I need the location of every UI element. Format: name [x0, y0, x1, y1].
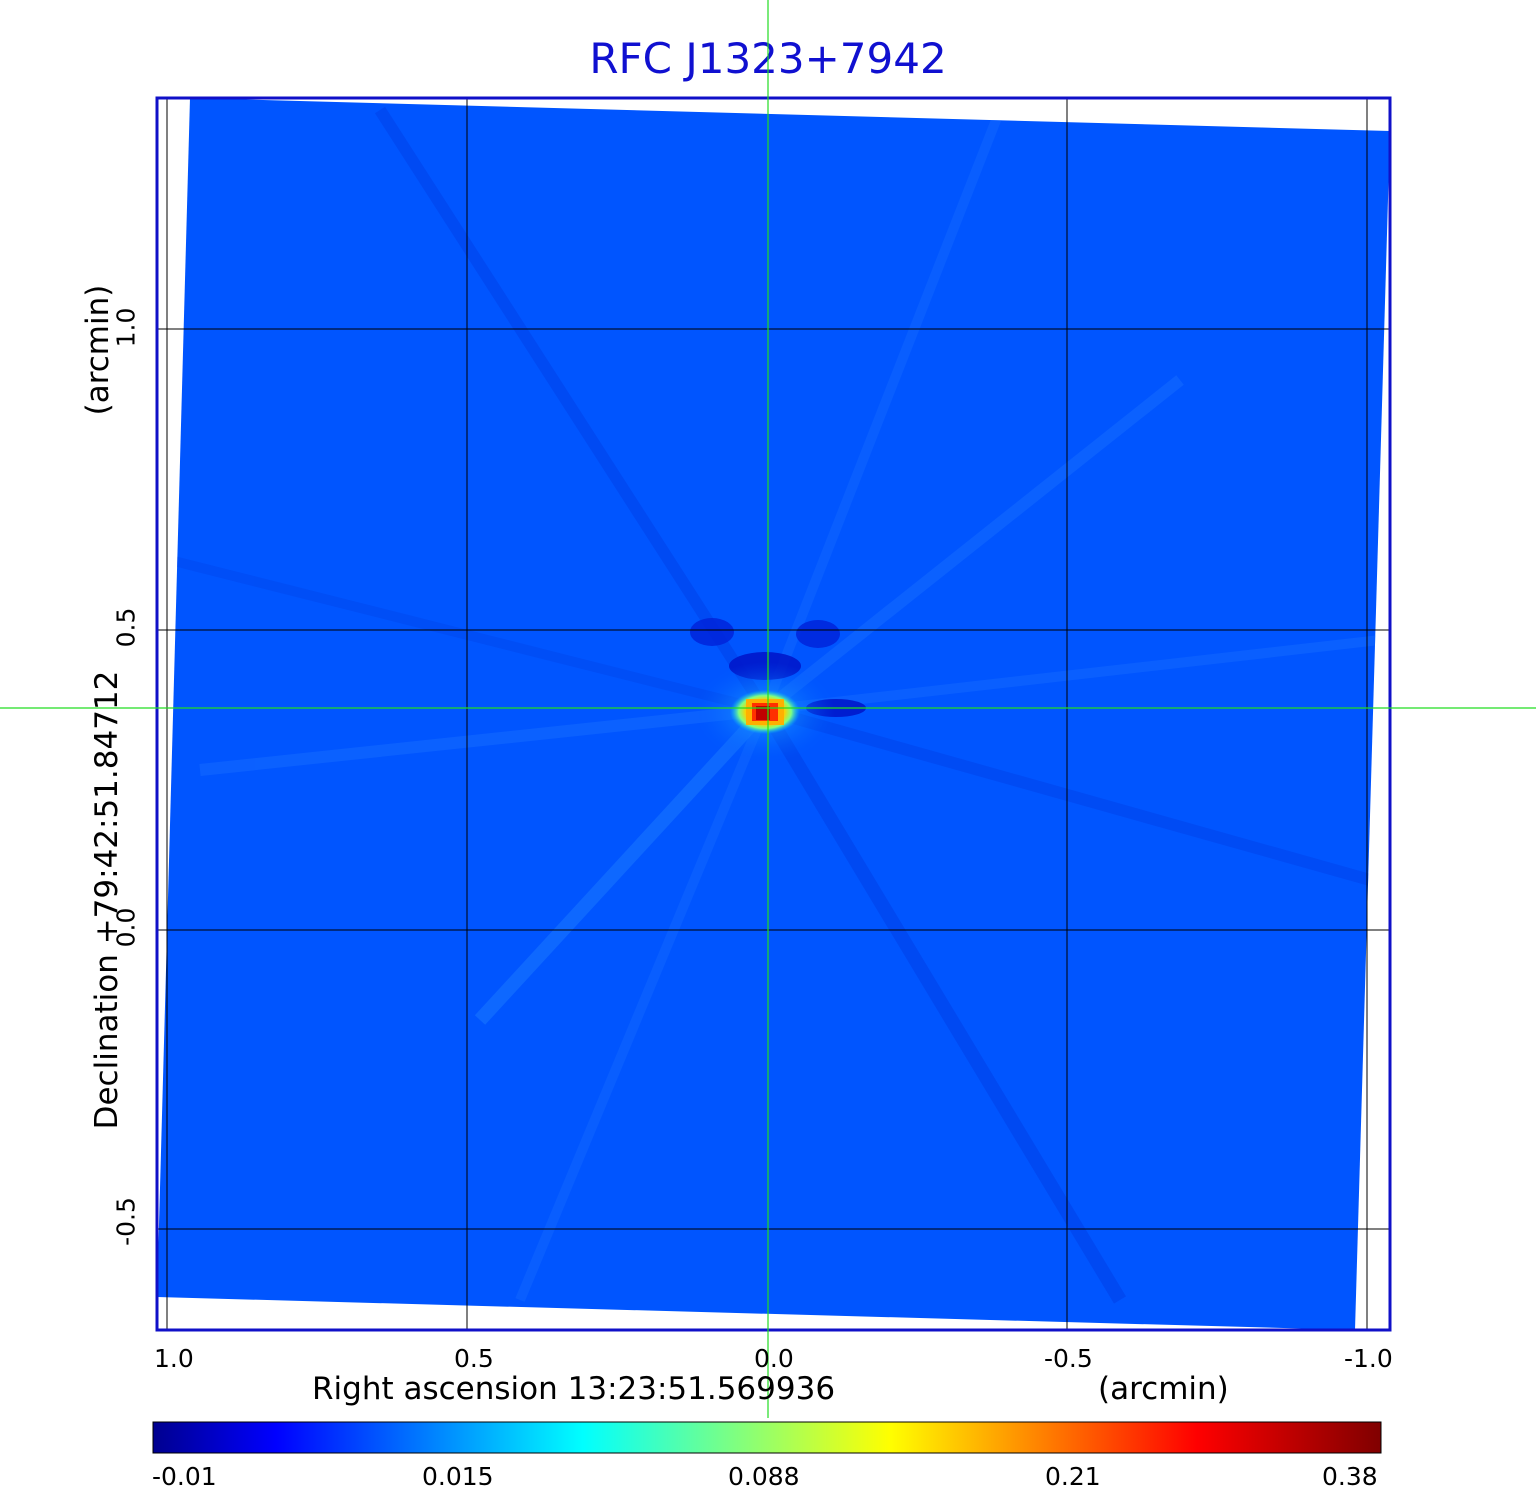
- x-tick-label: -0.5: [1044, 1344, 1093, 1373]
- colorbar: [152, 1421, 1382, 1454]
- x-tick-label: 0.5: [454, 1344, 494, 1373]
- colorbar-tick-label: 0.21: [1045, 1462, 1101, 1491]
- y-tick-label: 0.5: [111, 607, 141, 648]
- y-tick-label: -0.5: [111, 1197, 141, 1246]
- grid-lines: [157, 98, 1390, 1330]
- y-axis-unit: (arcmin): [80, 284, 116, 416]
- plot-frame: [155, 96, 1392, 1332]
- y-axis-label: Declination +79:42:51.84712: [89, 670, 125, 1130]
- colorbar-tick-label: 0.015: [422, 1462, 494, 1491]
- x-tick-label: -1.0: [1344, 1344, 1393, 1373]
- colorbar-tick-label: -0.01: [152, 1462, 217, 1491]
- colorbar-tick-label: 0.088: [728, 1462, 800, 1491]
- x-tick-label: 0.0: [754, 1344, 794, 1373]
- crosshair: [0, 0, 1536, 1418]
- x-tick-label: 1.0: [154, 1344, 194, 1373]
- colorbar-tick-label: 0.38: [1322, 1462, 1378, 1491]
- x-axis-label: Right ascension 13:23:51.569936: [312, 1371, 836, 1407]
- x-axis-unit: (arcmin): [1098, 1371, 1229, 1407]
